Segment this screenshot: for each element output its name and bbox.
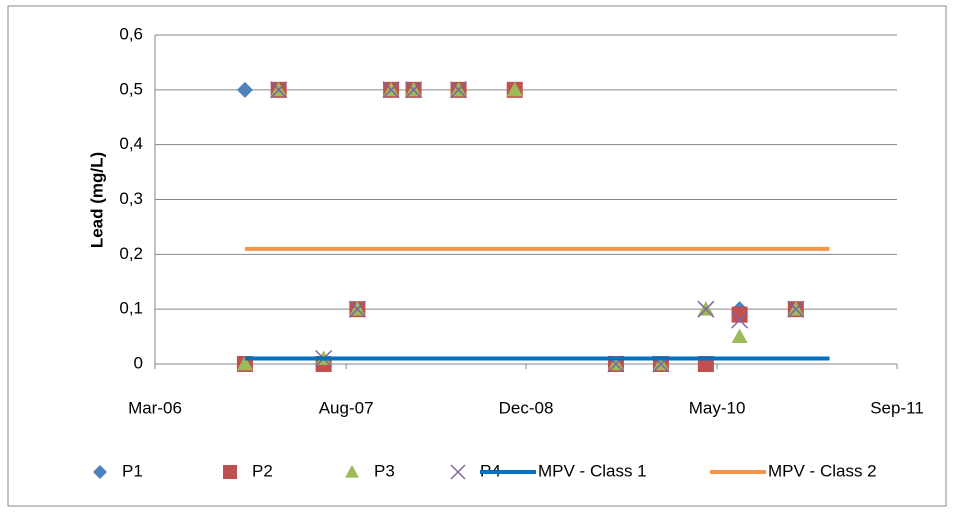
marker-x: [405, 81, 423, 99]
y-tick-label: 0,4: [119, 134, 143, 153]
x-tick-label: Dec-08: [499, 398, 554, 417]
x-tick-label: Mar-06: [128, 398, 182, 417]
y-tick-label: 0,2: [119, 244, 143, 263]
legend-label: P2: [252, 461, 273, 480]
x-tick-label: Aug-07: [319, 398, 374, 417]
x-tick-label: May-10: [689, 398, 746, 417]
y-axis-title: Lead (mg/L): [87, 152, 106, 248]
legend-label: MPV - Class 2: [768, 461, 877, 480]
marker-x: [382, 81, 400, 99]
legend-label: P3: [374, 461, 395, 480]
marker-x: [450, 464, 466, 480]
chart-frame: [7, 5, 947, 507]
y-tick-label: 0: [134, 353, 143, 372]
y-tick-label: 0,3: [119, 189, 143, 208]
marker-triangle: [506, 81, 523, 97]
legend-label: MPV - Class 1: [538, 461, 647, 480]
marker-x: [270, 81, 288, 99]
y-tick-label: 0,1: [119, 299, 143, 318]
marker-diamond: [93, 465, 107, 479]
marker-x: [731, 311, 749, 329]
marker-square: [223, 465, 237, 479]
y-tick-label: 0,6: [119, 24, 143, 43]
marker-x: [787, 300, 805, 318]
y-tick-label: 0,5: [119, 79, 143, 98]
marker-x: [348, 300, 366, 318]
marker-triangle: [731, 328, 748, 343]
marker-x: [697, 300, 715, 318]
marker-triangle: [345, 465, 359, 478]
marker-x: [450, 81, 468, 99]
legend-label: P1: [122, 461, 143, 480]
marker-triangle: [236, 356, 253, 371]
marker-square: [731, 306, 748, 323]
marker-diamond: [236, 81, 253, 98]
x-tick-label: Sep-11: [870, 398, 924, 417]
